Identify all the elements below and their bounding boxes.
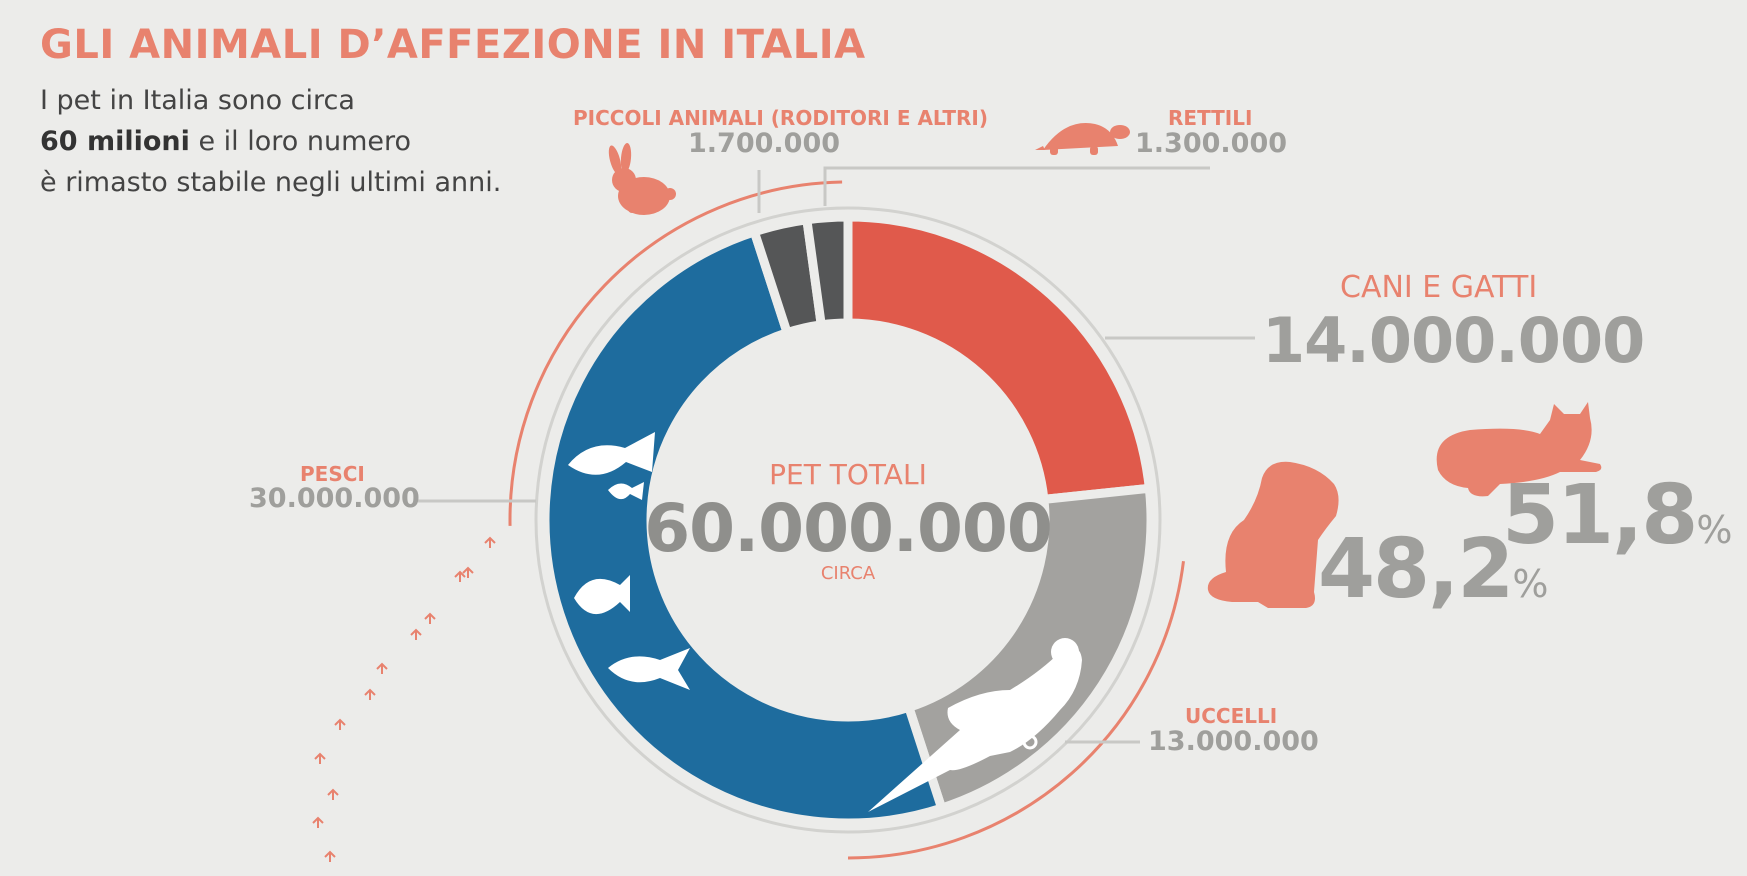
- footprint: [462, 566, 474, 578]
- slice-cani-gatti: [843, 212, 1155, 505]
- dog-icon: [1207, 461, 1339, 608]
- label-uccelli-value: 13.000.000: [1148, 726, 1319, 757]
- intro-line-2-rest: e il loro numero: [189, 126, 412, 157]
- accent-arc-left: [508, 180, 843, 526]
- dog-percentage-unit: %: [1512, 562, 1549, 606]
- footprint: [327, 788, 339, 800]
- footprint: [424, 612, 436, 624]
- footprint: [324, 850, 336, 862]
- label-pesci-name: PESCI: [300, 462, 365, 486]
- fish-icon: [568, 432, 690, 690]
- footprint: [314, 752, 326, 764]
- label-pesci-value: 30.000.000: [249, 483, 420, 514]
- page-title: GLI ANIMALI D’AFFEZIONE IN ITALIA: [40, 22, 866, 68]
- label-uccelli-name: UCCELLI: [1185, 704, 1278, 728]
- parrot-icon: [868, 638, 1082, 812]
- label-rettili-name: RETTILI: [1168, 106, 1253, 130]
- cat-icon: [1436, 402, 1602, 497]
- leader-line-rettili: [823, 166, 1210, 206]
- dog-percentage: 48,2%: [1318, 522, 1548, 617]
- label-piccoli-value: 1.700.000: [688, 128, 841, 159]
- dog-percentage-value: 48,2: [1318, 522, 1514, 617]
- intro-line-1: I pet in Italia sono circa: [40, 85, 355, 116]
- intro-line-3: è rimasto stabile negli ultimi anni.: [40, 167, 502, 198]
- label-rettili-value: 1.300.000: [1135, 128, 1288, 159]
- slice-rettili: [801, 212, 853, 330]
- rabbit-icon: [608, 143, 676, 215]
- label-cani-gatti-value: 14.000.000: [1262, 304, 1645, 377]
- label-piccoli-name: PICCOLI ANIMALI (RODITORI E ALTRI): [573, 106, 988, 130]
- intro-text: I pet in Italia sono circa 60 milioni e …: [40, 80, 600, 203]
- accent-arc-right: [847, 561, 1185, 860]
- footprint: [376, 662, 388, 674]
- cat-percentage-unit: %: [1696, 508, 1733, 552]
- cat-percentage-value: 51,8: [1502, 468, 1698, 563]
- footprint: [364, 688, 376, 700]
- footprint: [410, 628, 422, 640]
- cat-percentage: 51,8%: [1502, 468, 1732, 563]
- footprints-icon: [312, 536, 496, 862]
- center-label: PET TOTALI: [769, 458, 927, 491]
- center-total: 60.000.000: [644, 490, 1053, 567]
- intro-bold: 60 milioni: [40, 126, 190, 157]
- footprint: [484, 536, 496, 548]
- footprint: [334, 718, 346, 730]
- footprint: [312, 816, 324, 828]
- label-cani-gatti-name: CANI E GATTI: [1340, 270, 1538, 305]
- intro-line-2: 60 milioni e il loro numero: [40, 121, 600, 162]
- turtle-icon: [1035, 123, 1130, 155]
- center-sub: CIRCA: [820, 563, 876, 584]
- footprint: [454, 570, 466, 582]
- outer-guide-ring: [534, 206, 1162, 834]
